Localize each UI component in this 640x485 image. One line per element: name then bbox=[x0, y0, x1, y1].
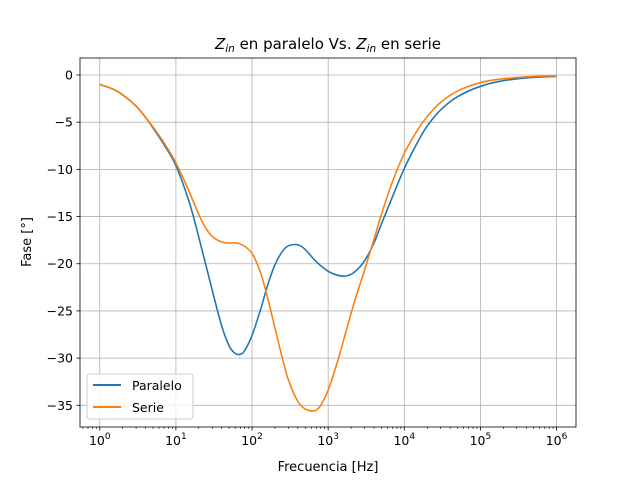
legend: Paralelo Serie bbox=[86, 373, 194, 420]
series-line-paralelo bbox=[99, 75, 557, 356]
x-tick-exponent: 5 bbox=[486, 432, 492, 442]
x-tick-label: 103 bbox=[317, 432, 339, 448]
x-tick-label: 101 bbox=[165, 432, 187, 448]
legend-label-paralelo: Paralelo bbox=[132, 378, 182, 393]
y-tick-label: −30 bbox=[47, 351, 73, 366]
x-tick-label: 105 bbox=[470, 432, 492, 448]
grid bbox=[80, 58, 576, 427]
x-tick-base: 10 bbox=[241, 433, 257, 448]
x-tick-base: 10 bbox=[393, 433, 409, 448]
y-tick-label: 0 bbox=[65, 67, 73, 82]
x-tick-exponent: 4 bbox=[409, 432, 415, 442]
y-tick-label: −35 bbox=[47, 398, 73, 413]
x-tick-label: 106 bbox=[546, 432, 568, 448]
title-symbol-2: Z bbox=[355, 35, 367, 53]
title-middle-text: en paralelo Vs. bbox=[235, 35, 356, 53]
x-tick-base: 10 bbox=[165, 433, 181, 448]
x-tick-exponent: 1 bbox=[181, 432, 187, 442]
x-tick-base: 10 bbox=[546, 433, 562, 448]
legend-label-serie: Serie bbox=[132, 400, 164, 415]
x-tick-exponent: 3 bbox=[333, 432, 339, 442]
x-tick-exponent: 2 bbox=[257, 432, 263, 442]
x-axis-label: Frecuencia [Hz] bbox=[278, 460, 379, 475]
y-axis-label: Fase [°] bbox=[20, 217, 35, 267]
y-tick-label: −20 bbox=[47, 256, 73, 271]
chart-title: Zin en paralelo Vs. Zin en serie bbox=[214, 35, 441, 55]
y-tick-label: −10 bbox=[47, 162, 73, 177]
series-line-serie bbox=[99, 75, 557, 412]
x-tick-exponent: 6 bbox=[562, 432, 568, 442]
plot-lines bbox=[99, 75, 557, 412]
title-symbol-1: Z bbox=[214, 35, 226, 53]
y-tick-label: −25 bbox=[47, 303, 73, 318]
x-tick-label: 100 bbox=[89, 432, 111, 448]
title-end-text: en serie bbox=[376, 35, 441, 53]
x-tick-base: 10 bbox=[89, 433, 105, 448]
x-tick-label: 102 bbox=[241, 432, 263, 448]
y-tick-label: −5 bbox=[55, 115, 73, 130]
title-subscript-2: in bbox=[367, 43, 377, 55]
x-tick-base: 10 bbox=[470, 433, 486, 448]
title-subscript-1: in bbox=[225, 43, 235, 55]
x-tick-exponent: 0 bbox=[105, 432, 111, 442]
x-tick-label: 104 bbox=[393, 432, 415, 448]
x-tick-base: 10 bbox=[317, 433, 333, 448]
axis-ticks: 100 101 102 103 104 105 1060−5−10−15−20−25−30−… bbox=[47, 67, 568, 448]
y-tick-label: −15 bbox=[47, 209, 73, 224]
